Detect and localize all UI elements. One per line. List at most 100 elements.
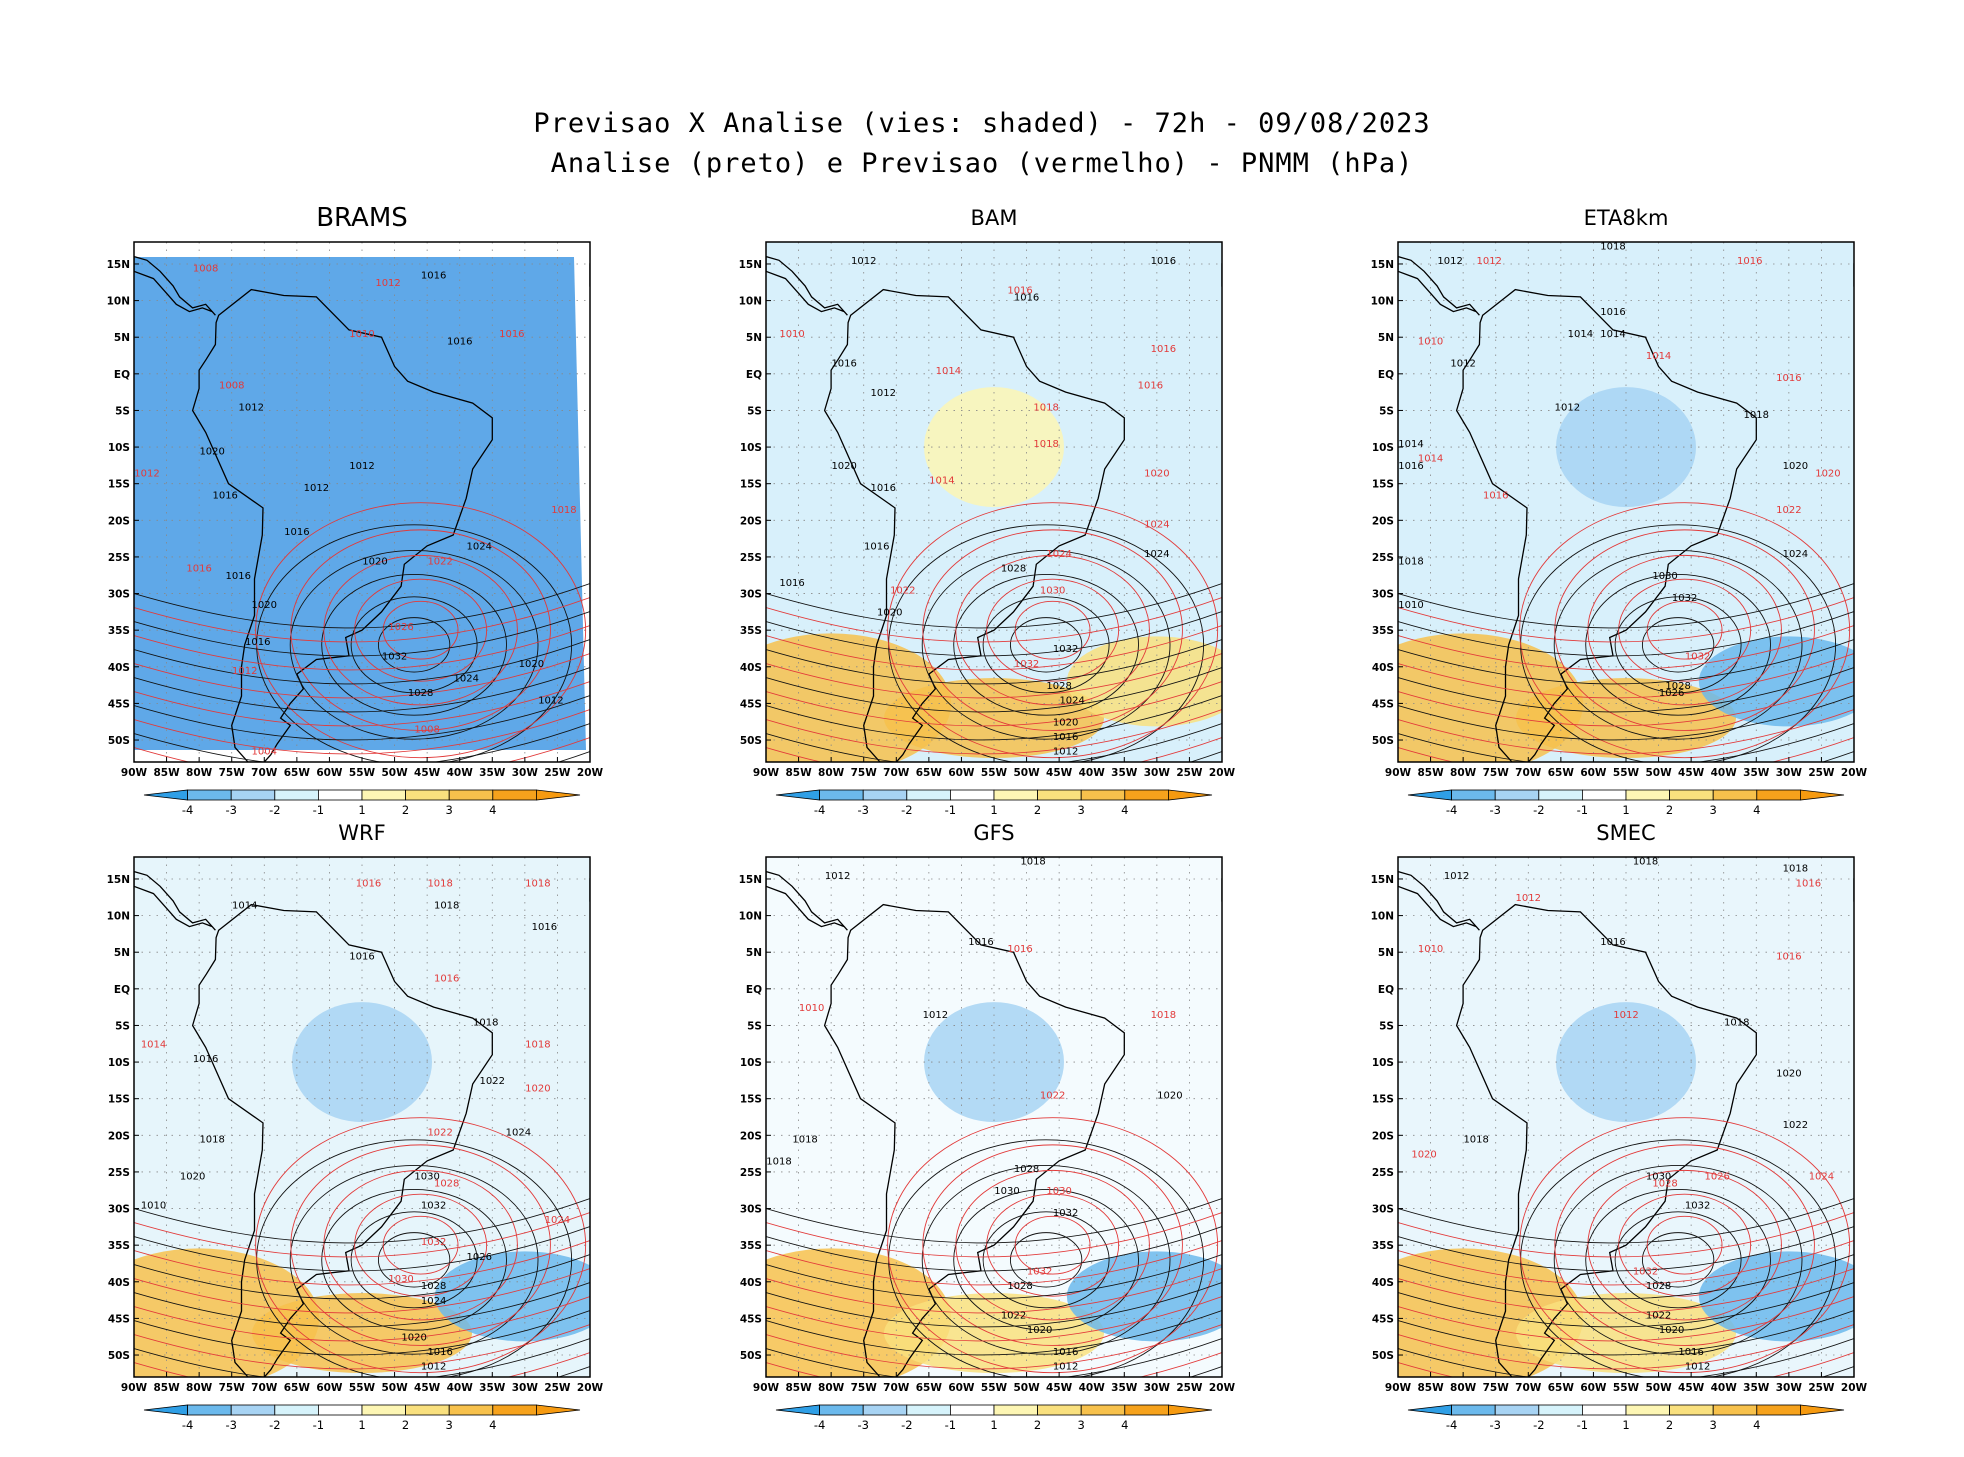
lon-tick-label: 75W	[1483, 1382, 1510, 1394]
isobar-red	[1398, 1324, 1854, 1370]
lon-tick-label: 20W	[1209, 767, 1236, 779]
colorbar-swatch	[535, 789, 581, 801]
isobar-label-red: 1012	[1613, 1010, 1638, 1021]
colorbar-label: -2	[901, 803, 912, 817]
lon-tick-label: 50W	[1645, 1382, 1672, 1394]
isobar-black	[134, 1198, 590, 1244]
isobar-label-red: 1022	[1776, 505, 1801, 516]
isobar-black	[766, 1338, 1222, 1377]
colorbar-swatch	[448, 1404, 494, 1416]
isobar-label-black: 1018	[199, 1135, 224, 1146]
isobar-label-red: 1012	[1476, 256, 1501, 267]
coastline	[1221, 878, 1222, 902]
colorbar-label: -2	[1533, 1418, 1544, 1432]
isobar-black	[1585, 573, 1771, 716]
lat-tick-label: 15S	[108, 1094, 130, 1106]
isobar-black	[1641, 617, 1715, 673]
colorbar: -4 -3 -2 -1 1 2 3 4	[143, 789, 581, 817]
map-svg: 1012101610161016101210201016101610161024…	[739, 241, 1236, 817]
isobar-red	[134, 709, 590, 755]
lon-tick-label: 50W	[381, 1382, 408, 1394]
isobar-red	[1398, 625, 1854, 671]
colorbar-swatch	[274, 1404, 319, 1416]
south-america-coastline	[823, 903, 1125, 1377]
colorbar-label: -2	[269, 803, 280, 817]
colorbar-label: -4	[1446, 1418, 1457, 1432]
colorbar-label: 1	[358, 803, 365, 817]
lon-tick-label: 35W	[479, 767, 506, 779]
colorbar-swatch	[1799, 1404, 1845, 1416]
isobar-label-red: 1016	[1483, 490, 1508, 501]
lat-tick-label: 50S	[740, 1350, 762, 1362]
isobar-red	[382, 1215, 459, 1275]
lat-tick-label: 50S	[108, 735, 130, 747]
isobar-label-black: 1028	[421, 1281, 446, 1292]
isobar-black	[1398, 639, 1854, 685]
colorbar-label: 2	[1034, 803, 1041, 817]
colorbar-label: -3	[857, 803, 868, 817]
colorbar-swatch	[993, 789, 1038, 801]
lat-tick-label: 50S	[108, 1350, 130, 1362]
isobar-label-black: 1012	[825, 871, 850, 882]
isobar-black	[953, 1188, 1139, 1331]
isobar-red	[1554, 1144, 1815, 1346]
lat-tick-label: 10S	[108, 1057, 130, 1069]
isobar-black	[766, 695, 1222, 741]
lon-tick-label: 80W	[1450, 767, 1477, 779]
colorbar-label: 3	[1710, 1418, 1717, 1432]
colorbar-swatch	[405, 1404, 450, 1416]
lat-tick-label: 5N	[114, 947, 130, 959]
isobar-label-red: 1016	[356, 878, 381, 889]
panel-eta8km: ETA8km 1018 1012 1016 1014 1014 1012 1012 1018 10…	[1328, 202, 1894, 842]
lon-tick-label: 40W	[447, 767, 474, 779]
isobar-black	[1398, 1282, 1854, 1328]
colorbar-swatch	[187, 1404, 232, 1416]
isobar-red	[1014, 600, 1091, 660]
isobar-black	[766, 639, 1222, 685]
isobar-red	[1554, 529, 1815, 731]
lat-tick-label: 10S	[740, 442, 762, 454]
south-america-coastline	[191, 288, 493, 762]
lon-tick-label: 90W	[1385, 1382, 1412, 1394]
isobar-label-red: 1018	[1033, 402, 1058, 413]
colorbar-label: 4	[489, 803, 496, 817]
lon-tick-label: 25W	[544, 767, 571, 779]
isobar-red	[1398, 653, 1854, 699]
isobar-red	[766, 709, 1222, 755]
isobar-black	[350, 1211, 478, 1309]
coastline	[589, 878, 590, 902]
isobar-label-red: 1016	[1007, 285, 1032, 296]
lat-tick-label: 20S	[740, 515, 762, 527]
panel-brams: BRAMS 1016 1016 1012 1012 1012 1020 1016 1016 101…	[64, 202, 630, 842]
isobar-black	[134, 1226, 590, 1272]
colorbar-label: -3	[225, 1418, 236, 1432]
isobar-label-black: 1012	[851, 256, 876, 267]
isobar-label-black: 1018	[434, 900, 459, 911]
lon-tick-label: 25W	[1176, 1382, 1203, 1394]
bias-blob	[924, 1002, 1064, 1123]
isobar-black	[1398, 723, 1854, 762]
isobar-red	[1618, 1193, 1752, 1297]
bias-blob	[1556, 1002, 1696, 1123]
lat-tick-label: EQ	[114, 984, 130, 996]
isobar-label-black: 1012	[349, 461, 374, 472]
lon-tick-label: 40W	[1711, 767, 1738, 779]
lat-tick-label: 5S	[1379, 1020, 1394, 1032]
isobar-label-black: 1012	[871, 388, 896, 399]
isobar-red	[134, 653, 590, 699]
isobar-label-black: 1028	[408, 688, 433, 699]
isobar-label-red: 1026	[388, 622, 413, 633]
coastline	[134, 255, 216, 316]
colorbar-label: 1	[358, 1418, 365, 1432]
colorbar-swatch	[906, 1404, 951, 1416]
colorbar-swatch	[1669, 1404, 1714, 1416]
lon-tick-label: 45W	[414, 767, 441, 779]
isobar-label-red: 1026	[1704, 1171, 1729, 1182]
lat-tick-label: 5S	[115, 1020, 130, 1032]
isobar-black	[1398, 1198, 1854, 1244]
colorbar-label: -3	[857, 1418, 868, 1432]
lat-tick-label: 5N	[1378, 332, 1394, 344]
lat-tick-label: 35S	[1372, 1240, 1394, 1252]
isobar-red	[134, 1296, 590, 1342]
lat-tick-label: 20S	[1372, 1130, 1394, 1142]
